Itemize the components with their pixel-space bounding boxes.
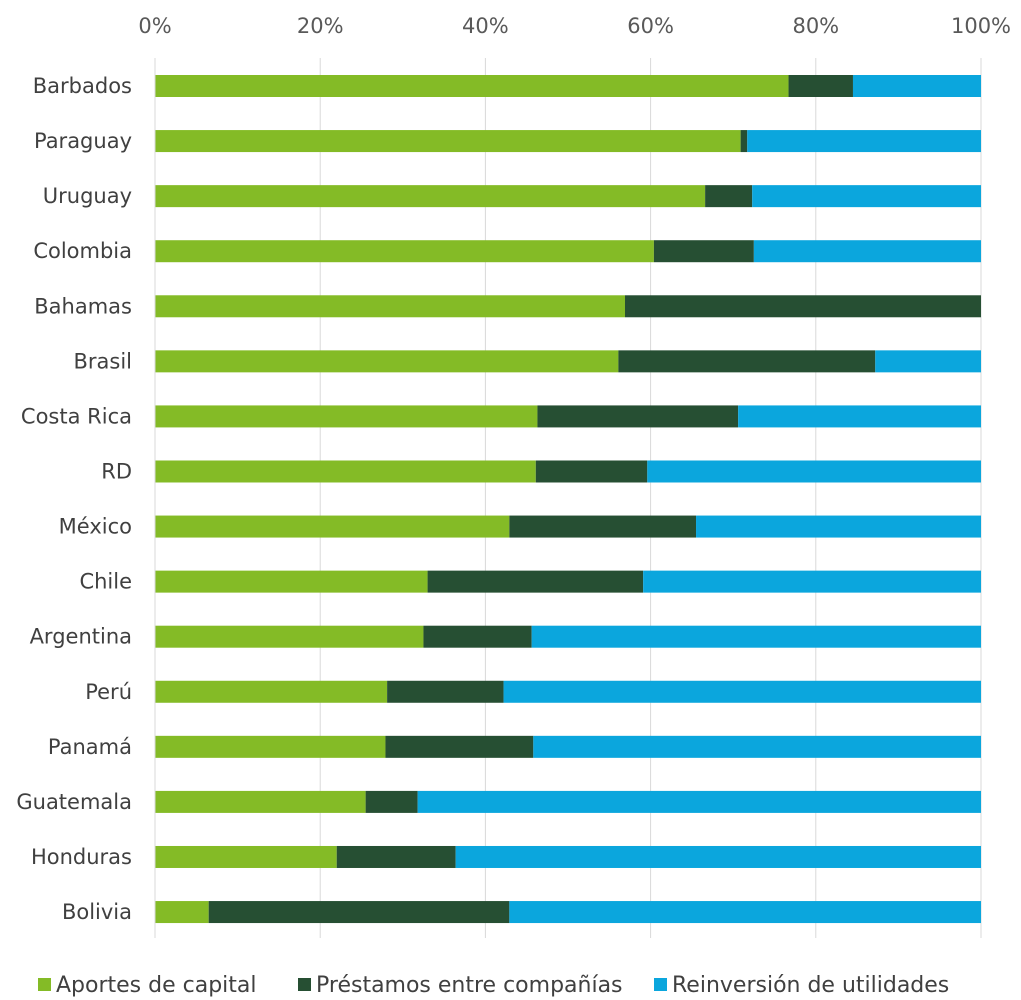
bar-segment <box>155 515 510 538</box>
category-label: RD <box>101 459 132 483</box>
category-labels: Barbados Paraguay Uruguay Colombia Bahamas Br… <box>16 74 132 924</box>
bar-segment <box>423 625 532 648</box>
x-axis-ticks: 0% 20% 40% 60% 80% 100% <box>138 14 1011 38</box>
category-label: Bahamas <box>34 294 132 318</box>
bar-segment <box>738 405 981 428</box>
bar-segment <box>155 295 625 318</box>
bar-segment <box>336 845 456 868</box>
category-label: Argentina <box>30 625 132 649</box>
bar-segment <box>155 790 366 813</box>
bar-segment <box>155 185 706 208</box>
bar-segment <box>155 570 428 593</box>
bar-segment <box>155 130 741 153</box>
bar-segment <box>740 130 748 153</box>
legend-swatch <box>654 978 667 991</box>
bar-segment <box>875 350 981 373</box>
category-label: Costa Rica <box>21 404 132 428</box>
bar-segment <box>155 460 536 483</box>
bar-segment <box>155 405 538 428</box>
category-label: Chile <box>79 570 132 594</box>
bar-segment <box>387 680 504 703</box>
bar-segment <box>509 515 697 538</box>
category-label: Barbados <box>33 74 132 98</box>
bar-segment <box>503 680 981 703</box>
bars <box>155 75 982 924</box>
bar-segment <box>531 625 981 648</box>
bar-segment <box>365 790 418 813</box>
bar-segment <box>647 460 981 483</box>
bar-segment <box>643 570 981 593</box>
bar-segment <box>427 570 644 593</box>
legend-label: Préstamos entre compañías <box>316 973 623 998</box>
bar-segment <box>208 901 510 924</box>
bar-segment <box>696 515 981 538</box>
category-label: Bolivia <box>62 900 132 924</box>
x-tick-label: 40% <box>462 14 509 38</box>
bar-segment <box>537 405 739 428</box>
bar-segment <box>788 75 853 97</box>
bar-segment <box>385 735 534 758</box>
bar-segment <box>155 901 209 924</box>
bar-segment <box>747 130 981 153</box>
category-label: Uruguay <box>43 184 132 208</box>
bar-segment <box>155 680 388 703</box>
bar-segment <box>653 240 754 263</box>
legend-label: Reinversión de utilidades <box>672 973 949 998</box>
bar-segment <box>852 75 981 97</box>
bar-segment <box>533 735 981 758</box>
bar-segment <box>509 901 981 924</box>
bar-segment <box>155 240 654 263</box>
bar-segment <box>155 625 424 648</box>
category-label: Panamá <box>48 735 132 759</box>
bar-segment <box>417 790 982 813</box>
bar-segment <box>705 185 753 208</box>
bar-segment <box>155 75 789 97</box>
bar-segment <box>155 735 386 758</box>
bar-segment <box>618 350 876 373</box>
category-label: México <box>59 515 132 539</box>
legend-swatch <box>38 978 51 991</box>
x-tick-label: 0% <box>138 14 171 38</box>
bar-segment <box>155 350 619 373</box>
x-tick-label: 80% <box>792 14 839 38</box>
category-label: Brasil <box>73 349 132 373</box>
category-label: Guatemala <box>16 790 132 814</box>
bar-segment <box>155 845 337 868</box>
category-label: Perú <box>85 680 132 704</box>
category-label: Colombia <box>33 239 132 263</box>
bar-segment <box>753 240 981 263</box>
bar-segment <box>455 845 981 868</box>
x-tick-label: 100% <box>951 14 1011 38</box>
legend-swatch <box>298 978 311 991</box>
x-tick-label: 60% <box>627 14 674 38</box>
legend: Aportes de capital Préstamos entre compañ… <box>38 973 949 998</box>
bar-segment <box>752 185 981 208</box>
x-tick-label: 20% <box>297 14 344 38</box>
category-label: Paraguay <box>34 129 132 153</box>
legend-label: Aportes de capital <box>56 973 257 998</box>
category-label: Honduras <box>31 845 132 869</box>
bar-segment <box>624 295 981 318</box>
bar-segment <box>535 460 648 483</box>
